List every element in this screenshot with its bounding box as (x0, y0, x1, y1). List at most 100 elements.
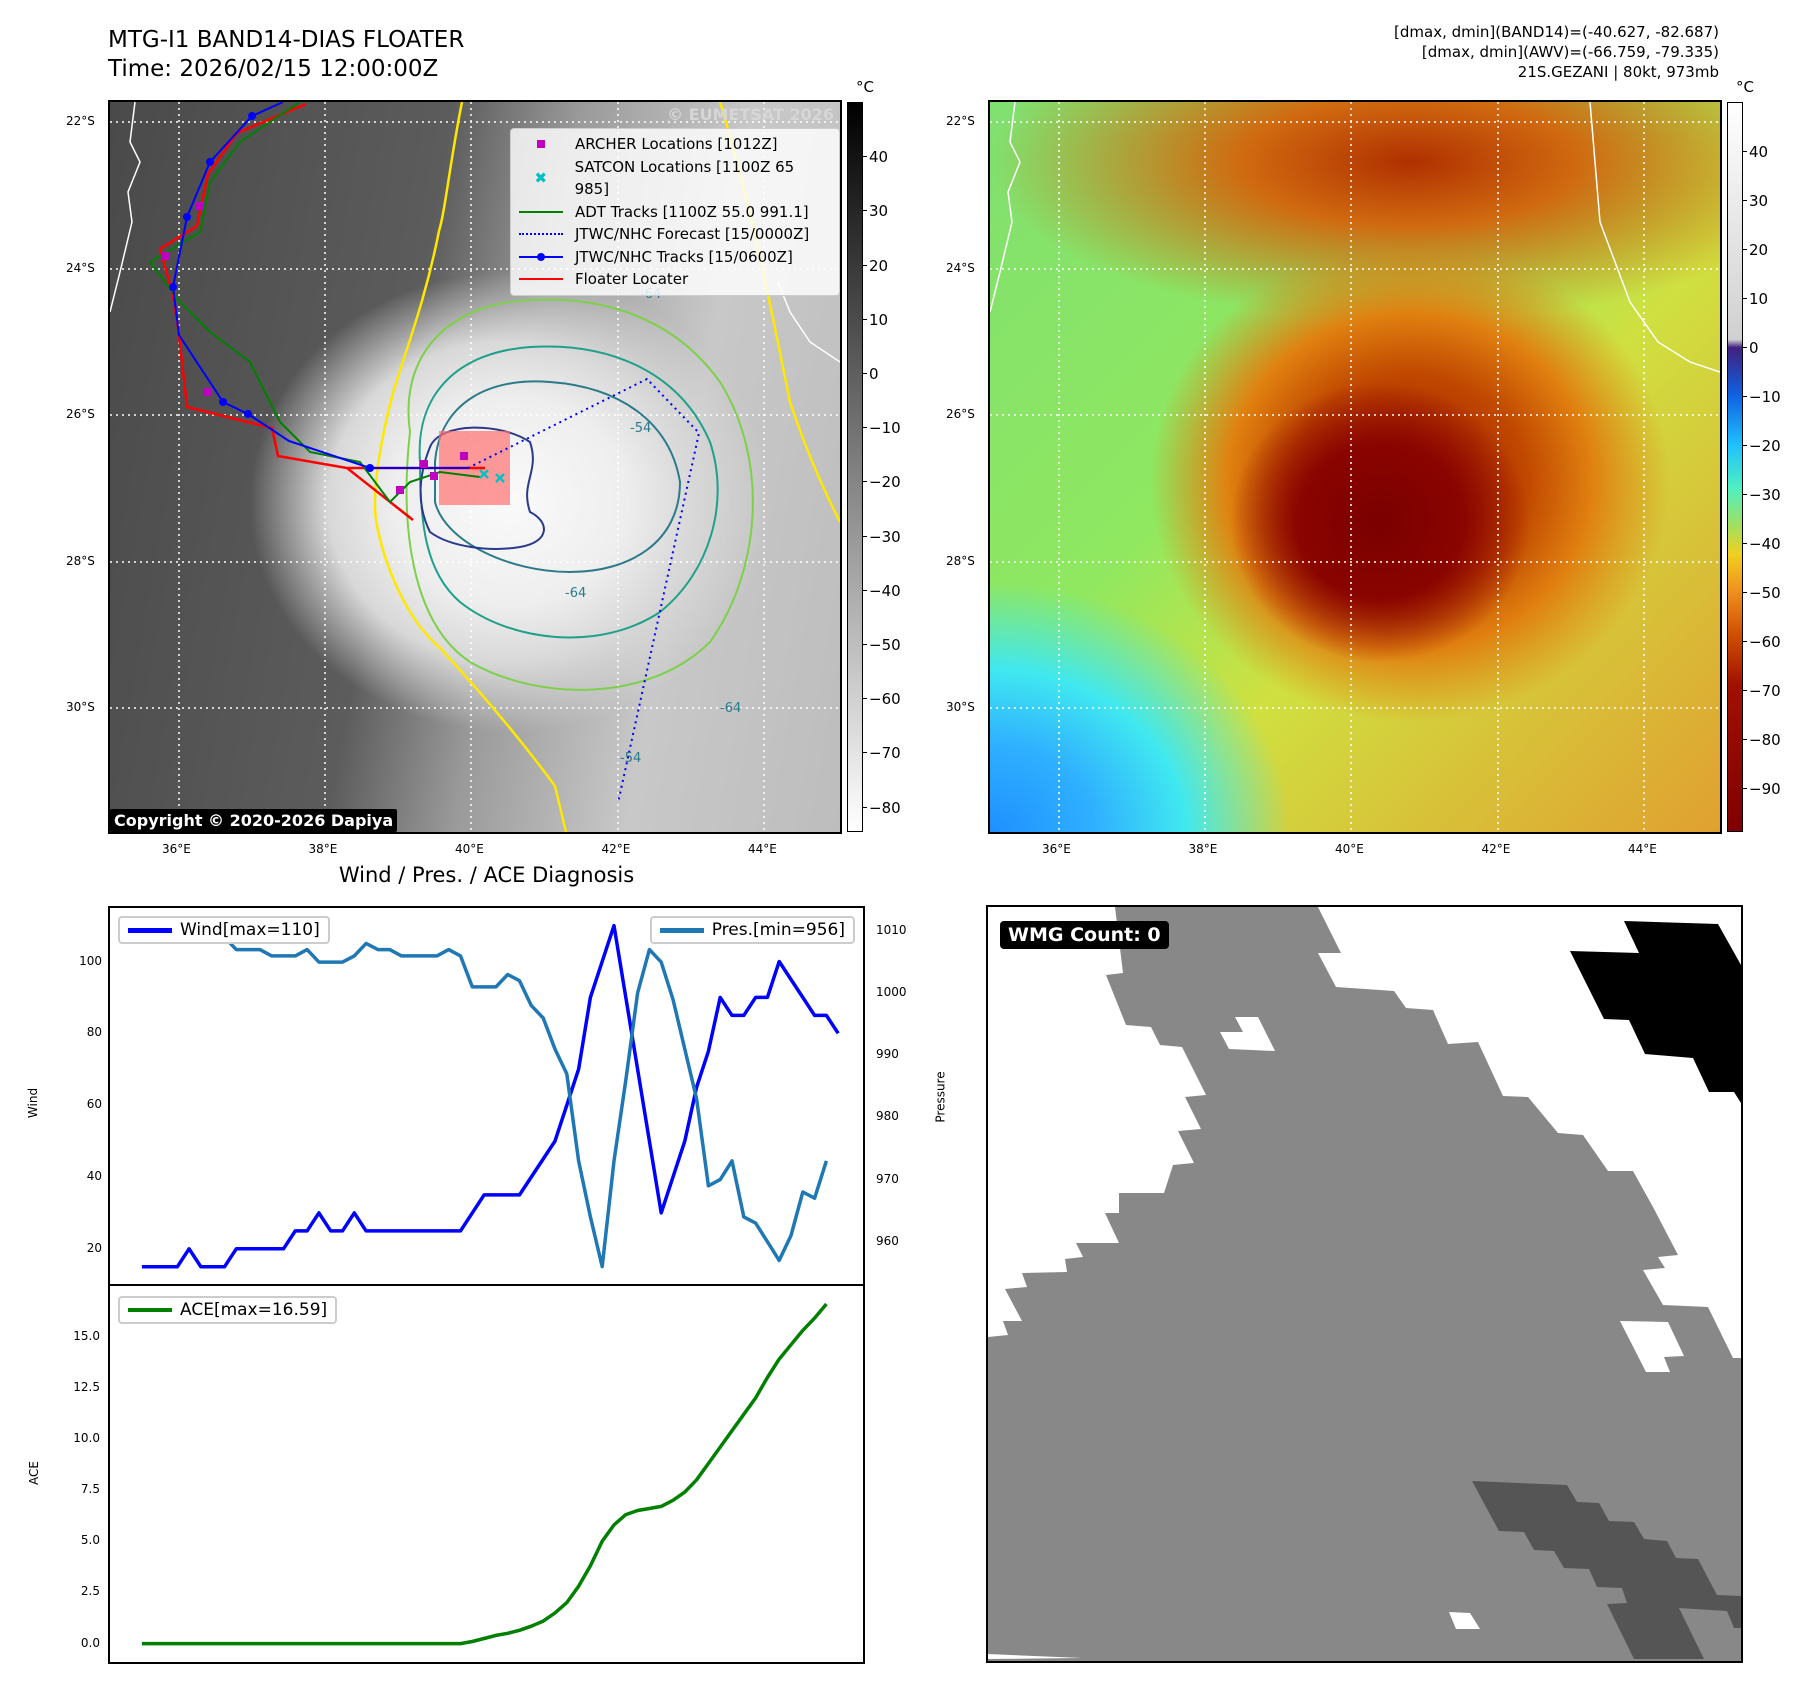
line-marker-icon (519, 272, 563, 286)
colorbar-tick-label: 10 (1749, 289, 1769, 308)
colorbar-tick-mark (863, 318, 867, 320)
pressure-tick-label: 960 (876, 1233, 899, 1248)
figure-title: MTG-I1 BAND14-DIAS FLOATER Time: 2026/02… (108, 26, 464, 84)
pressure-tick-label: 1010 (876, 922, 907, 937)
colorbar-tick-label: −30 (869, 527, 901, 546)
colorbar-tick-mark (863, 372, 867, 374)
colorbar-left (847, 102, 863, 832)
awv-map-overlay (990, 102, 1720, 832)
colorbar-tick-mark (1743, 248, 1747, 250)
contour-label: -64 (565, 586, 586, 601)
lat-tick-label: 30°S (946, 700, 975, 714)
wind-legend: Wind[max=110] (118, 916, 330, 944)
ace-tick-label: 10.0 (73, 1430, 100, 1445)
colorbar-tick-mark (1743, 395, 1747, 397)
colorbar-tick-mark (1743, 493, 1747, 495)
pressure-series-line (141, 923, 829, 1269)
colorbar-tick-label: 20 (1749, 240, 1769, 259)
colorbar-tick-mark (863, 589, 867, 591)
colorbar-tick-mark (1743, 199, 1747, 201)
legend-item-archer: ARCHER Locations [1012Z] (519, 133, 831, 156)
wmg-clear-region (988, 907, 1206, 1337)
contour-label: -54 (620, 751, 641, 766)
dotted-line-icon (519, 227, 563, 241)
ace-tick-label: 7.5 (80, 1482, 100, 1497)
legend-item-floater: Floater Locater (519, 268, 831, 291)
legend-label: ACE[max=16.59] (180, 1300, 328, 1320)
wmg-black-region (1570, 921, 1741, 1103)
info-storm: 21S.GEZANI | 80kt, 973mb (1517, 63, 1719, 81)
colorbar-tick-label: −80 (869, 798, 901, 817)
lat-tick-label: 22°S (946, 114, 975, 128)
lon-tick-label: 42°E (601, 842, 631, 856)
ace-axis-label: ACE (26, 1461, 41, 1485)
title-time: Time: 2026/02/15 12:00:00Z (108, 56, 439, 82)
colorbar-tick-label: −70 (1749, 681, 1781, 700)
colorbar-tick-label: 40 (1749, 142, 1769, 161)
colorbar-tick-label: 30 (1749, 191, 1769, 210)
wmg-clear-patch (988, 1654, 1082, 1659)
wind-series-line (141, 923, 840, 1269)
lon-tick-label: 40°E (455, 842, 484, 856)
wmg-clear-patch (1220, 1017, 1275, 1051)
legend-label: JTWC/NHC Tracks [15/0600Z] (575, 247, 793, 266)
pressure-tick-label: 990 (876, 1047, 899, 1062)
colorbar-right-unit: °C (1736, 78, 1754, 96)
eumetsat-watermark: © EUMETSAT 2026 (667, 105, 834, 124)
wind-pressure-plot (141, 923, 840, 1269)
legend-label: JTWC/NHC Forecast [15/0000Z] (575, 225, 810, 243)
pressure-axis-label: Pressure (933, 1071, 948, 1123)
contour-labels: -64 -54 -64 -54 -64 (565, 287, 741, 766)
lat-tick-label: 26°S (946, 407, 975, 421)
colorbar-tick-label: −50 (1749, 583, 1781, 602)
ace-tick-label: 5.0 (80, 1533, 100, 1548)
colorbar-tick-mark (863, 535, 867, 537)
jtwc-track-points (169, 112, 374, 472)
wind-tick-label: 60 (86, 1097, 102, 1112)
colorbar-tick-label: −60 (869, 690, 901, 709)
legend-item-jtwc-tracks: JTWC/NHC Tracks [15/0600Z] (519, 246, 831, 269)
colorbar-tick-mark (863, 481, 867, 483)
wmg-map (988, 907, 1741, 1659)
title-product: MTG-I1 BAND14-DIAS FLOATER (108, 27, 465, 53)
contour-label: -54 (630, 421, 651, 436)
ace-legend: ACE[max=16.59] (118, 1296, 338, 1324)
map-gridlines (990, 102, 1720, 832)
wind-pressure-chart: Wind[max=110] Pres.[min=956] (108, 906, 865, 1286)
colorbar-tick-label: −90 (1749, 779, 1781, 798)
wmg-dark-region (1472, 1481, 1741, 1659)
diagnosis-title: Wind / Pres. / ACE Diagnosis (338, 863, 635, 887)
contour-lightgreen (405, 298, 754, 691)
wind-tick-label: 80 (86, 1025, 102, 1040)
colorbar-tick-mark (1743, 150, 1747, 152)
colorbar-right (1727, 102, 1743, 832)
colorbar-tick-label: 20 (869, 256, 889, 275)
ace-tick-label: 0.0 (80, 1635, 100, 1650)
colorbar-left-unit: °C (856, 78, 874, 96)
jtwc-track (171, 102, 468, 469)
colorbar-tick-label: −30 (1749, 485, 1781, 504)
coastline (110, 102, 840, 363)
colorbar-tick-mark (863, 806, 867, 808)
legend-label: ADT Tracks [1100Z 55.0 991.1] (575, 202, 809, 221)
colorbar-tick-mark (1743, 689, 1747, 691)
colorbar-tick-mark (1743, 297, 1747, 299)
lon-tick-label: 44°E (1628, 842, 1657, 856)
lon-tick-label: 44°E (748, 842, 777, 856)
colorbar-tick-mark (863, 698, 867, 700)
coastline (990, 102, 1720, 373)
colorbar-tick-label: 0 (869, 364, 879, 383)
colorbar-tick-label: −40 (869, 581, 901, 600)
legend-label: Floater Locater (575, 270, 689, 288)
colorbar-tick-mark (863, 264, 867, 266)
colorbar-tick-label: 30 (869, 202, 889, 221)
legend-item-adt: ADT Tracks [1100Z 55.0 991.1] (519, 201, 831, 224)
colorbar-tick-mark (1743, 346, 1747, 348)
ir-map-panel: -64 -54 -64 -54 -64 © EUMETSAT 2026 ARCH… (108, 100, 842, 834)
pressure-tick-label: 1000 (876, 985, 907, 1000)
colorbar-tick-label: −50 (869, 635, 901, 654)
pressure-legend: Pres.[min=956] (649, 916, 855, 944)
legend-label: Pres.[min=956] (711, 920, 845, 940)
colorbar-tick-mark (1743, 787, 1747, 789)
colorbar-tick-mark (1743, 640, 1747, 642)
